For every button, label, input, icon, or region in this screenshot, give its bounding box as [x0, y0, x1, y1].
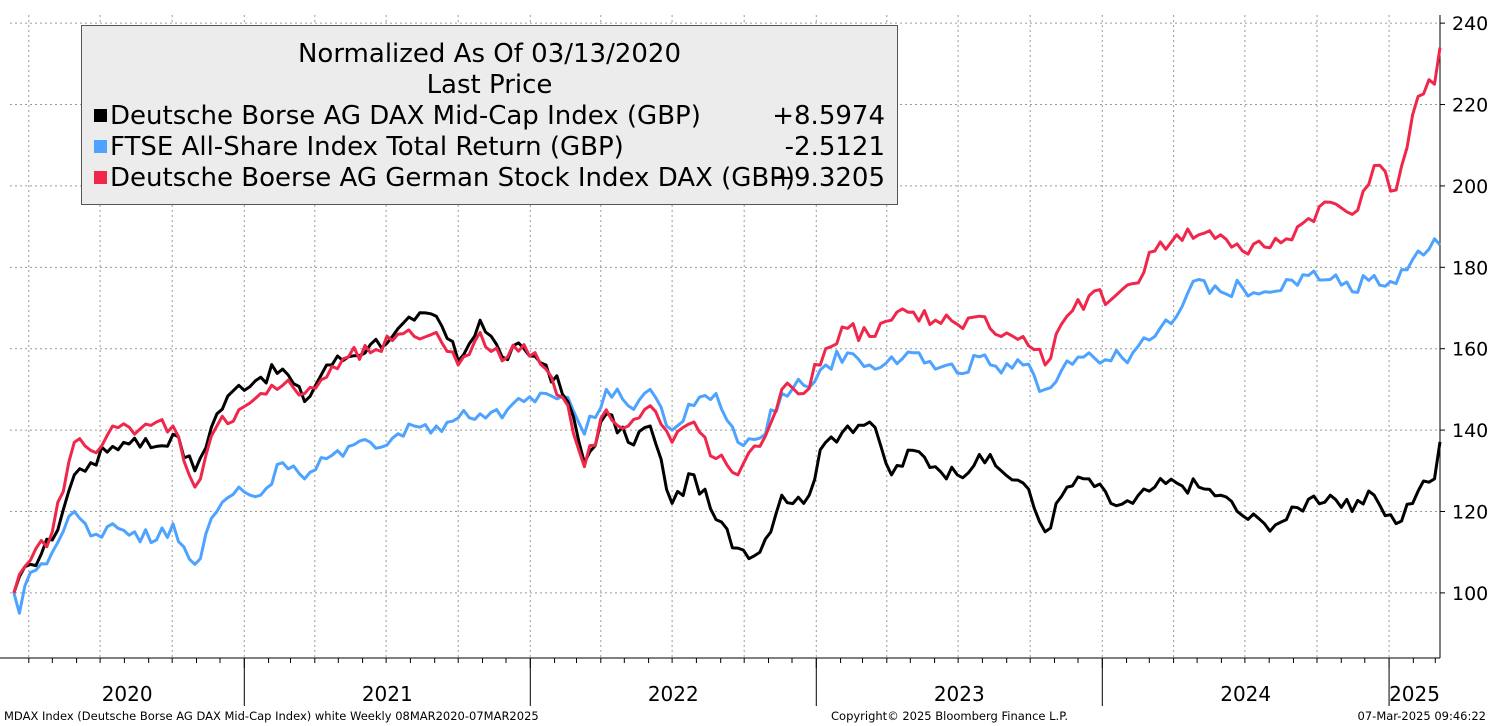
legend-entry-name: FTSE All-Share Index Total Return (GBP) [110, 132, 624, 162]
x-tick-label: 2022 [648, 682, 699, 706]
y-tick-label: 220 [1452, 95, 1488, 117]
x-tick-label: 2025 [1389, 682, 1440, 706]
y-tick-label: 100 [1452, 583, 1488, 605]
series-line-mdax [12, 311, 1442, 594]
y-tick-label: 200 [1452, 176, 1488, 198]
legend-swatch-dax [94, 171, 107, 184]
footer-copyright: Copyright© 2025 Bloomberg Finance L.P. [831, 709, 1068, 723]
y-axis-ticks: 100 120 140 160 180 200 220 240 [1440, 13, 1488, 605]
x-tick-label: 2021 [362, 682, 413, 706]
x-axis-ticks: 2020 2021 2022 2023 2024 2025 [28, 658, 1440, 706]
legend-entry-ftse: FTSE All-Share Index Total Return (GBP) … [94, 132, 885, 162]
legend-swatch-ftse [94, 140, 107, 153]
footer-series-info: MDAX Index (Deutsche Borse AG DAX Mid-Ca… [4, 709, 539, 723]
chart-series [12, 47, 1442, 615]
legend-subtitle: Last Price [426, 70, 553, 100]
legend-entry-name: Deutsche Borse AG DAX Mid-Cap Index (GBP… [110, 101, 701, 131]
legend-entry-value: +8.5974 [772, 101, 885, 131]
x-tick-label: 2024 [1220, 682, 1271, 706]
legend-entry-value: +9.3205 [772, 163, 885, 193]
y-tick-label: 140 [1452, 420, 1488, 442]
series-line-dax [12, 47, 1442, 594]
y-tick-label: 180 [1452, 257, 1488, 279]
series-line-ftse [12, 237, 1442, 615]
y-tick-label: 160 [1452, 339, 1488, 361]
legend-entry-dax: Deutsche Boerse AG German Stock Index DA… [94, 163, 885, 193]
legend: Normalized As Of 03/13/2020 Last Price D… [81, 25, 898, 205]
x-tick-label: 2023 [934, 682, 985, 706]
legend-entry-name: Deutsche Boerse AG German Stock Index DA… [110, 163, 796, 193]
y-tick-label: 120 [1452, 501, 1488, 523]
legend-swatch-mdax [94, 109, 107, 122]
y-tick-label: 240 [1452, 13, 1488, 35]
footer-timestamp: 07-Mar-2025 09:46:22 [1357, 709, 1486, 723]
chart-axes [0, 15, 1441, 659]
x-tick-label: 2020 [102, 682, 153, 706]
legend-entry-mdax: Deutsche Borse AG DAX Mid-Cap Index (GBP… [94, 101, 885, 131]
legend-entry-value: -2.5121 [784, 132, 885, 162]
legend-title: Normalized As Of 03/13/2020 [297, 39, 682, 69]
